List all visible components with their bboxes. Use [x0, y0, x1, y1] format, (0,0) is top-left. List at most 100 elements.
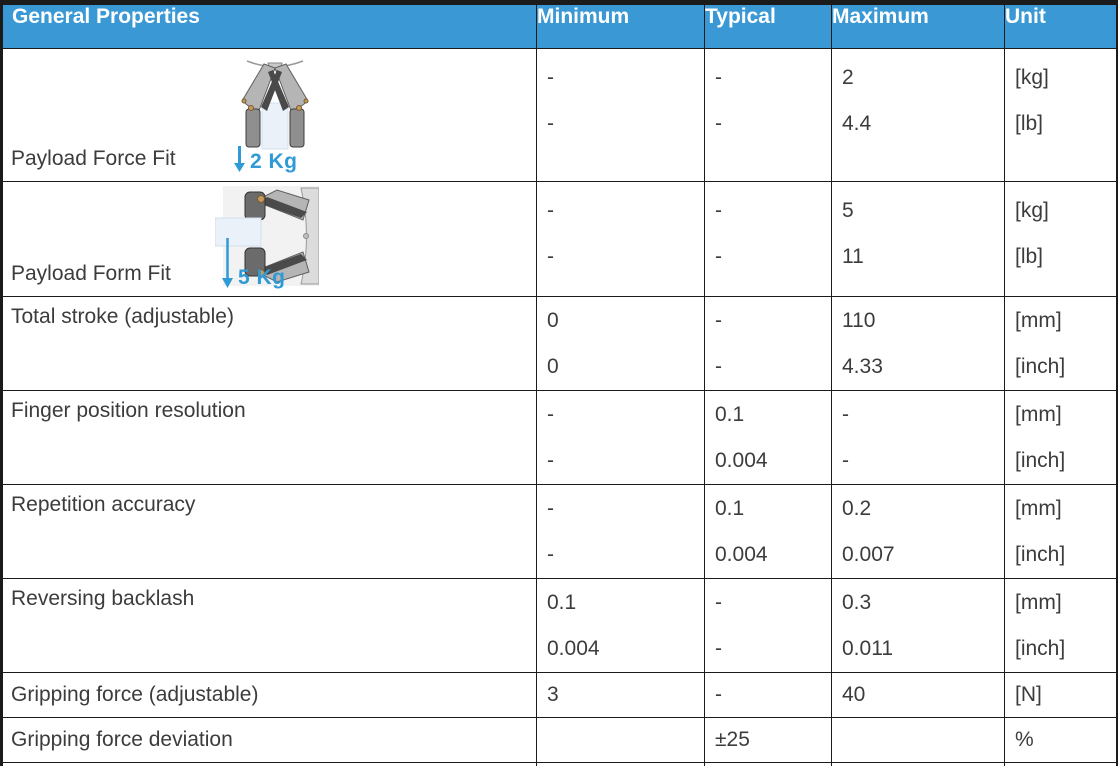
- min-cell: - -: [536, 390, 705, 485]
- value: -: [715, 355, 722, 378]
- value: -: [547, 497, 554, 520]
- unit: [mm]: [1015, 403, 1062, 426]
- column-header-unit: Unit: [1004, 4, 1117, 49]
- payload-force-fit-figure: [225, 51, 325, 157]
- unit: [inch]: [1015, 543, 1066, 566]
- max-cell: 40: [831, 672, 1005, 718]
- table-row: Total stroke (adjustable) 0 0 - - 110 4.…: [2, 296, 1117, 391]
- table-row: 2 Kg Payload Force Fit - - - - 2 4.4 [kg…: [2, 48, 1117, 182]
- column-header-typical: Typical: [704, 4, 832, 49]
- property-cell: Finger position resolution: [2, 390, 537, 485]
- value: -: [715, 66, 722, 89]
- row-label: Reversing backlash: [11, 587, 195, 610]
- value: -: [715, 245, 722, 268]
- min-cell: 0 0: [536, 296, 705, 391]
- gripper-force-fit-icon: [241, 60, 309, 150]
- payload-weight-label: 2 Kg: [250, 150, 298, 174]
- row-label: Payload Force Fit: [11, 147, 176, 170]
- value: -: [715, 199, 722, 222]
- unit: [mm]: [1015, 309, 1062, 332]
- max-cell: 5 11: [831, 181, 1005, 297]
- row-label: Gripping force (adjustable): [11, 683, 259, 706]
- value: 2: [842, 66, 854, 89]
- table-row: 5 Kg Payload Form Fit - - - - 5 11 [kg] …: [2, 181, 1117, 297]
- typical-cell: -: [704, 672, 832, 718]
- value: 0: [547, 309, 559, 332]
- row-label: Repetition accuracy: [11, 493, 196, 516]
- min-cell: - -: [536, 48, 705, 182]
- property-cell: 2 Kg Payload Force Fit: [2, 48, 537, 182]
- value: 0.004: [715, 449, 768, 472]
- property-cell: Gripping force deviation: [2, 717, 537, 763]
- unit: [inch]: [1015, 355, 1066, 378]
- typical-cell: - -: [704, 48, 832, 182]
- payload-form-fit-figure: [214, 186, 320, 292]
- value: 0.3: [842, 591, 872, 614]
- unit-cell: [mm] [inch]: [1004, 484, 1117, 579]
- property-cell: Gripping force (adjustable): [2, 672, 537, 718]
- max-cell: - -: [831, 390, 1005, 485]
- value: -: [547, 543, 554, 566]
- header-row: General Properties Minimum Typical Maxim…: [2, 4, 1117, 49]
- unit: [mm]: [1015, 591, 1062, 614]
- unit-cell: [mm] [inch]: [1004, 578, 1117, 673]
- payload-weight-label: 5 Kg: [238, 266, 286, 290]
- min-cell: 0.1 0.004: [536, 578, 705, 673]
- typical-cell: ±25: [704, 717, 832, 763]
- typical-cell: - -: [704, 578, 832, 673]
- payload-weight-badge: 2 Kg: [233, 146, 298, 172]
- table-row-stub: [2, 762, 1117, 766]
- value: 4.4: [842, 112, 872, 135]
- min-cell: - -: [536, 484, 705, 579]
- unit: [inch]: [1015, 449, 1066, 472]
- value: 0.004: [715, 543, 768, 566]
- value: 0.004: [547, 637, 600, 660]
- min-cell: [536, 717, 705, 763]
- value: 11: [842, 245, 864, 268]
- down-arrow-icon: [234, 146, 245, 172]
- row-label: Total stroke (adjustable): [11, 305, 234, 328]
- table-title: General Properties: [2, 4, 537, 49]
- unit-cell: %: [1004, 717, 1117, 763]
- row-label: Gripping force deviation: [11, 728, 233, 751]
- value: -: [547, 245, 554, 268]
- value: -: [842, 403, 849, 426]
- column-header-minimum: Minimum: [536, 4, 705, 49]
- down-arrow-icon: [222, 238, 233, 288]
- unit-cell: [kg] [lb]: [1004, 181, 1117, 297]
- max-cell: 0.2 0.007: [831, 484, 1005, 579]
- value: 0.1: [715, 497, 745, 520]
- value: -: [715, 637, 722, 660]
- table-row: Finger position resolution - - 0.1 0.004…: [2, 390, 1117, 485]
- table-row: Reversing backlash 0.1 0.004 - - 0.3 0.0…: [2, 578, 1117, 673]
- property-cell: Total stroke (adjustable): [2, 296, 537, 391]
- table-row: Repetition accuracy - - 0.1 0.004 0.2 0.…: [2, 484, 1117, 579]
- value: -: [715, 112, 722, 135]
- value: -: [547, 449, 554, 472]
- value: 0.007: [842, 543, 895, 566]
- typical-cell: - -: [704, 296, 832, 391]
- value: 5: [842, 199, 854, 222]
- max-cell: 0.3 0.011: [831, 578, 1005, 673]
- unit: [kg]: [1015, 199, 1049, 222]
- max-cell: 110 4.33: [831, 296, 1005, 391]
- table-row: Gripping force (adjustable) 3 - 40 [N]: [2, 672, 1117, 718]
- value: 0.011: [842, 637, 893, 660]
- typical-cell: - -: [704, 181, 832, 297]
- value: -: [547, 199, 554, 222]
- value: 110: [842, 309, 876, 332]
- value: 0.1: [715, 403, 745, 426]
- unit-cell: [mm] [inch]: [1004, 390, 1117, 485]
- value: -: [715, 309, 722, 332]
- value: -: [547, 403, 554, 426]
- unit: [inch]: [1015, 637, 1066, 660]
- typical-cell: 0.1 0.004: [704, 390, 832, 485]
- value: 0.2: [842, 497, 872, 520]
- row-label: Finger position resolution: [11, 399, 246, 422]
- value: 4.33: [842, 355, 883, 378]
- payload-weight-badge: 5 Kg: [221, 238, 286, 288]
- value: 0: [547, 355, 559, 378]
- column-header-maximum: Maximum: [831, 4, 1005, 49]
- gripper-form-fit-icon: [214, 186, 320, 286]
